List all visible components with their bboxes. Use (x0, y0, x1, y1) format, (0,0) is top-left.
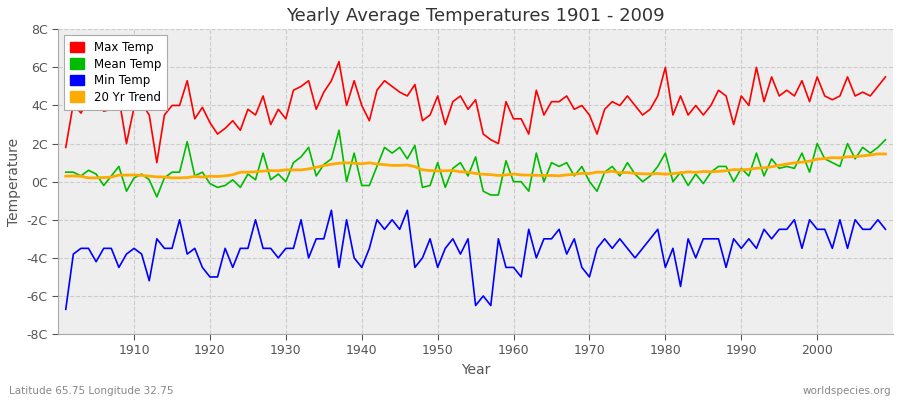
Bar (58, 296, 893, 334)
Bar (58, 258, 893, 296)
20 Yr Trend (122, 173, 132, 178)
Max Temp (151, 160, 162, 165)
20 Yr Trend (341, 160, 352, 165)
Max Temp (615, 103, 626, 108)
20 Yr Trend (508, 172, 519, 176)
Max Temp (122, 141, 132, 146)
Max Temp (516, 116, 526, 121)
Min Temp (326, 208, 337, 213)
20 Yr Trend (166, 176, 177, 180)
Text: worldspecies.org: worldspecies.org (803, 386, 891, 396)
Max Temp (60, 145, 71, 150)
Mean Temp (615, 174, 626, 178)
20 Yr Trend (607, 169, 617, 174)
Bar (58, 144, 893, 182)
Max Temp (523, 132, 534, 136)
Line: Mean Temp: Mean Temp (66, 130, 886, 197)
Mean Temp (151, 194, 162, 199)
Mean Temp (516, 179, 526, 184)
Mean Temp (334, 128, 345, 133)
Min Temp (288, 246, 299, 251)
Mean Temp (60, 170, 71, 174)
Min Temp (880, 227, 891, 232)
Max Temp (295, 84, 306, 89)
20 Yr Trend (880, 152, 891, 156)
20 Yr Trend (295, 168, 306, 172)
Bar (58, 220, 893, 258)
Mean Temp (349, 151, 360, 156)
Mean Temp (122, 189, 132, 194)
Min Temp (122, 252, 132, 256)
Min Temp (60, 307, 71, 312)
Line: Min Temp: Min Temp (66, 210, 886, 309)
Max Temp (334, 59, 345, 64)
Bar (58, 29, 893, 67)
Bar (58, 0, 893, 29)
Mean Temp (523, 189, 534, 194)
20 Yr Trend (516, 172, 526, 177)
Bar (58, 182, 893, 220)
Max Temp (880, 74, 891, 79)
Bar (58, 106, 893, 144)
Mean Temp (880, 137, 891, 142)
X-axis label: Year: Year (461, 363, 491, 377)
Title: Yearly Average Temperatures 1901 - 2009: Yearly Average Temperatures 1901 - 2009 (286, 7, 665, 25)
Min Temp (341, 217, 352, 222)
Text: Latitude 65.75 Longitude 32.75: Latitude 65.75 Longitude 32.75 (9, 386, 174, 396)
Min Temp (516, 274, 526, 279)
Max Temp (349, 78, 360, 83)
Legend: Max Temp, Mean Temp, Min Temp, 20 Yr Trend: Max Temp, Mean Temp, Min Temp, 20 Yr Tre… (64, 35, 166, 110)
Min Temp (508, 265, 519, 270)
Y-axis label: Temperature: Temperature (7, 138, 21, 226)
20 Yr Trend (60, 174, 71, 178)
Line: 20 Yr Trend: 20 Yr Trend (66, 154, 886, 178)
Line: Max Temp: Max Temp (66, 62, 886, 163)
20 Yr Trend (872, 152, 883, 156)
Bar (58, 67, 893, 106)
Mean Temp (295, 154, 306, 159)
Min Temp (607, 246, 617, 251)
